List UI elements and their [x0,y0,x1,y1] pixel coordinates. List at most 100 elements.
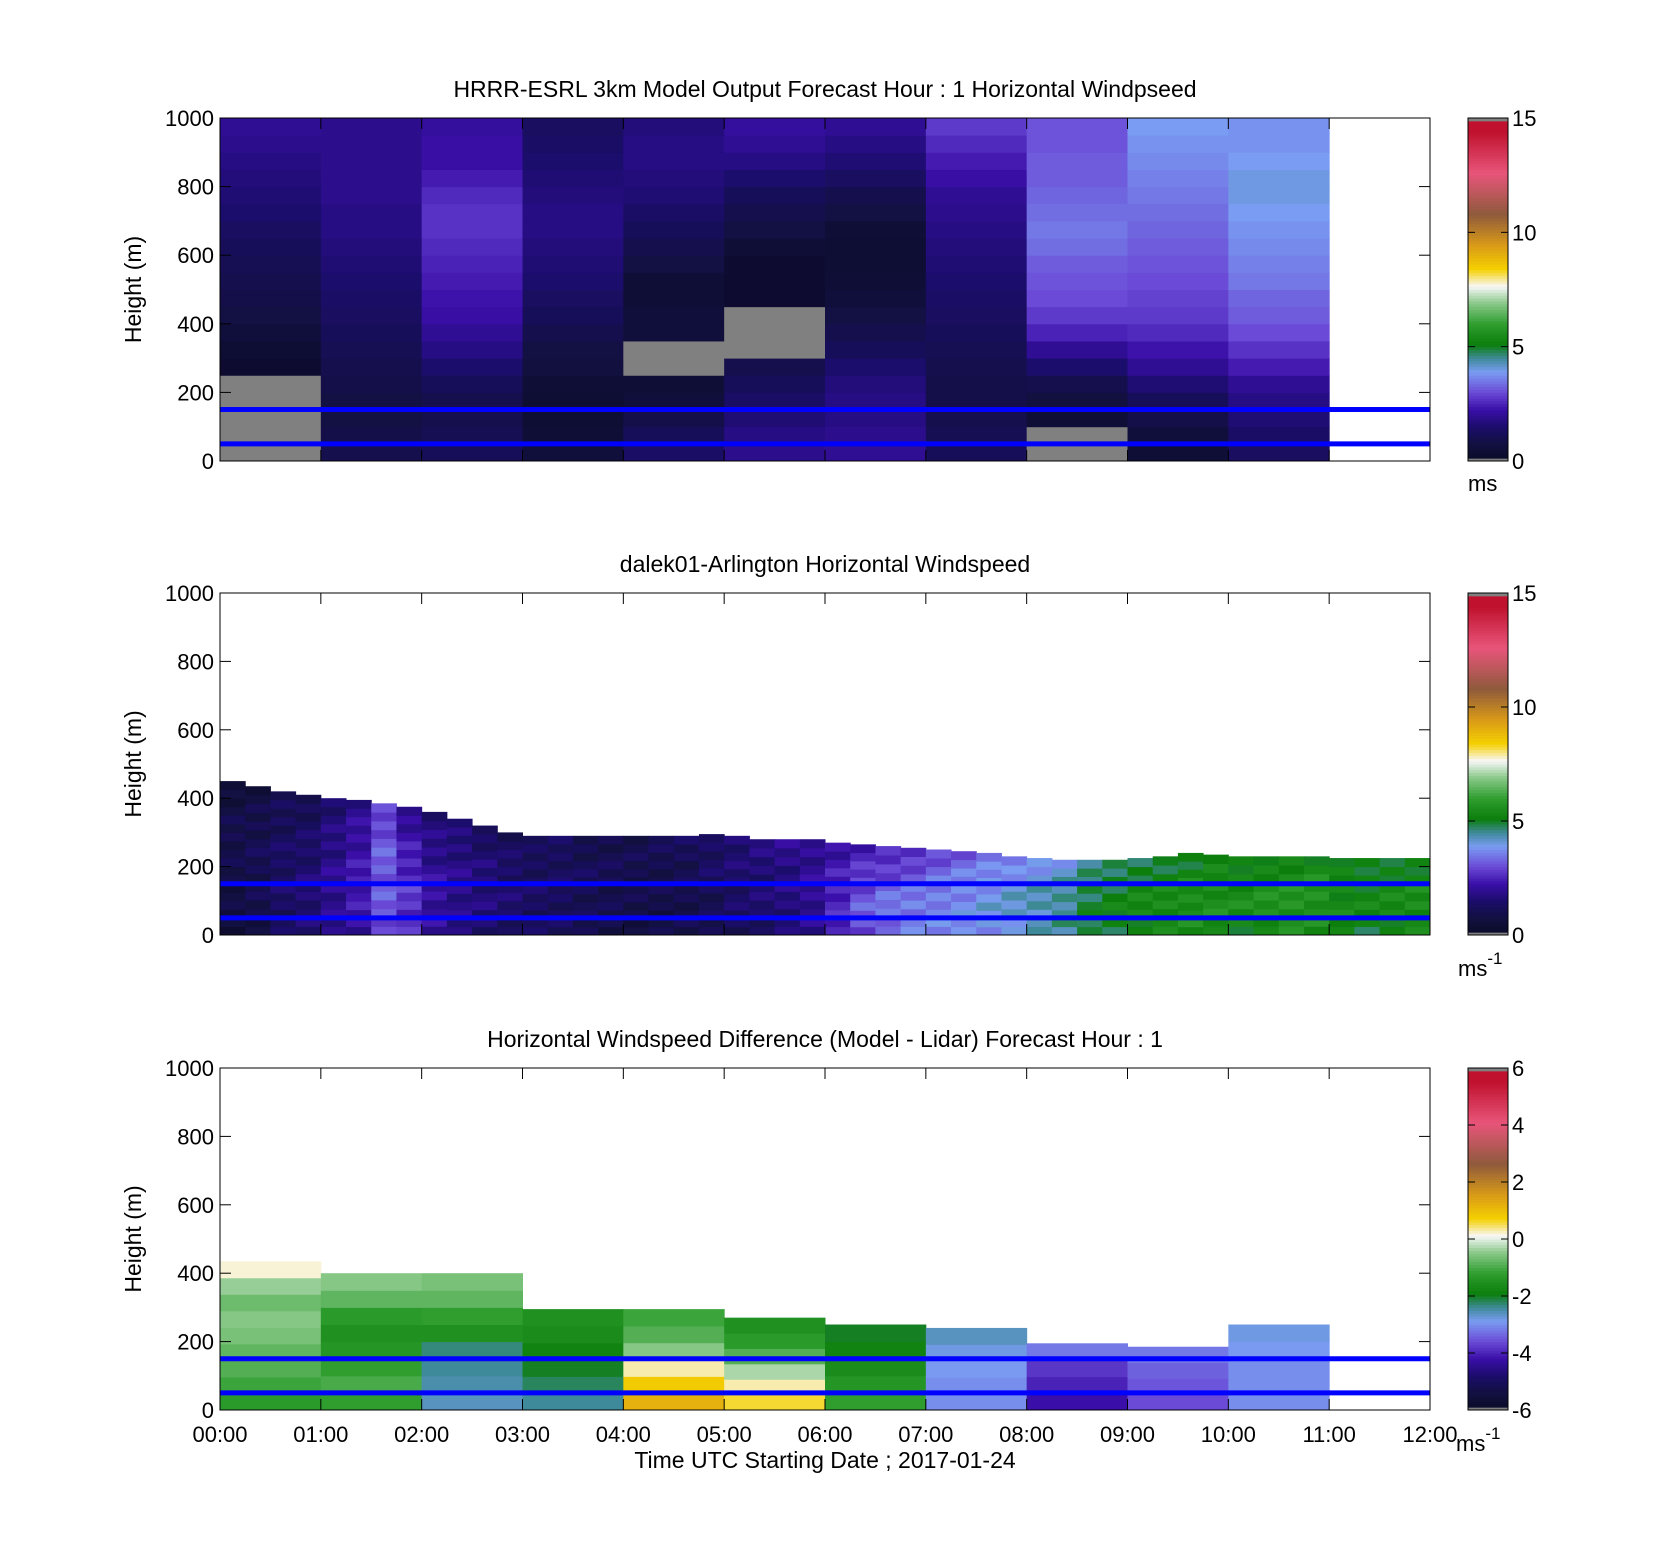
heatmap-cell [421,443,523,461]
heatmap-cell [522,852,549,862]
heatmap-cell [623,835,650,845]
colorbar-segment [1468,1107,1508,1112]
heatmap-cell [1404,900,1430,910]
colorbar-segment [1468,260,1508,265]
colorbar-segment [1468,615,1508,620]
heatmap-cell [1152,908,1179,919]
colorbar-segment [1468,1236,1508,1240]
heatmap-cell [925,340,1028,359]
heatmap-cell [1354,900,1381,910]
colorbar-segment [1468,1139,1508,1143]
heatmap-cell [1404,909,1430,919]
heatmap-cell [749,908,776,919]
heatmap-cell [698,876,725,886]
colorbar-segment [1468,658,1508,662]
colorbar-segment [1468,395,1508,399]
heatmap-cell [220,866,246,876]
colorbar-segment [1468,801,1508,805]
colorbar-segment [1468,1407,1508,1411]
heatmap-cell [673,893,700,903]
colorbar-segment [1468,378,1508,382]
heatmap-cell [1051,901,1078,911]
heatmap-cell [1228,1341,1330,1360]
colorbar-segment [1468,672,1508,677]
heatmap-cell [1152,891,1179,901]
heatmap-cell [749,917,776,927]
heatmap-cell [951,859,977,869]
colorbar-segment [1468,832,1508,836]
colorbar-segment [1468,655,1508,660]
colorbar-segment [1468,678,1508,682]
colorbar-segment [1468,689,1508,694]
heatmap-cell [497,900,523,910]
heatmap-cell [396,892,423,902]
heatmap-cell [1379,917,1406,927]
heatmap-cell [421,203,523,222]
heatmap-cell [623,1309,725,1327]
colorbar-segment [1468,375,1508,379]
heatmap-cell [220,289,322,308]
heatmap-cell [1303,882,1330,892]
heatmap-cell [1228,1358,1330,1377]
colorbar-segment [1468,604,1508,608]
heatmap-cell [1026,426,1128,445]
heatmap-cell [648,868,675,878]
colorbar-segment [1468,1105,1508,1109]
colorbar-segment [1468,1361,1508,1365]
heatmap-cell [220,806,246,816]
heatmap-cell [1354,858,1381,868]
heatmap-cell [825,220,927,239]
heatmap-cell [623,375,725,393]
heatmap-cell [976,926,1002,935]
heatmap-cell [295,873,322,883]
heatmap-cell [295,891,322,901]
heatmap-cell [673,860,700,870]
heatmap-cell [1127,909,1154,919]
colorbar-segment [1468,775,1508,779]
colorbar-segment [1468,1392,1508,1397]
heatmap-cell [522,289,624,308]
heatmap-cell [648,835,675,845]
heatmap-cell [396,858,423,868]
colorbar-segment [1468,889,1508,893]
heatmap-cell [295,856,322,866]
model-colorbar: 0 5 10 15 [1467,106,1536,474]
heatmap-cell [1329,909,1355,919]
heatmap-cell [1228,203,1330,222]
heatmap-cell [976,852,1002,862]
colorbar-segment [1468,369,1508,373]
heatmap-cell [1077,868,1103,877]
colorbar-segment [1468,755,1508,759]
heatmap-cell [522,409,624,428]
colorbar-tick-label: 10 [1512,220,1536,245]
heatmap-cell [749,891,776,901]
heatmap-cell [320,883,347,893]
heatmap-cell [648,918,675,928]
heatmap-cell [623,1376,725,1394]
heatmap-cell [220,849,246,859]
heatmap-cell [320,1392,423,1410]
heatmap-cell [220,392,322,411]
colorbar-segment [1468,143,1508,148]
colorbar-segment [1468,815,1508,819]
colorbar-segment [1468,684,1508,688]
heatmap-cell [623,118,725,136]
heatmap-cell [951,901,977,911]
heatmap-cell [245,873,271,883]
y-tick-label: 1000 [165,1056,214,1081]
heatmap-cell [976,885,1002,895]
heatmap-cell [572,926,599,935]
heatmap-cell [346,850,372,860]
colorbar-segment [1468,1287,1508,1291]
colorbar-segment [1468,1216,1508,1220]
colorbar-segment [1468,1290,1508,1294]
heatmap-cell [220,1310,322,1328]
heatmap-cell [572,910,599,919]
heatmap-cell [976,918,1002,928]
heatmap-cell [220,255,322,273]
heatmap-cell [320,1375,423,1394]
colorbar-segment [1468,752,1508,756]
colorbar-segment [1468,1307,1508,1311]
heatmap-cell [1177,885,1204,895]
heatmap-cell [900,882,927,892]
